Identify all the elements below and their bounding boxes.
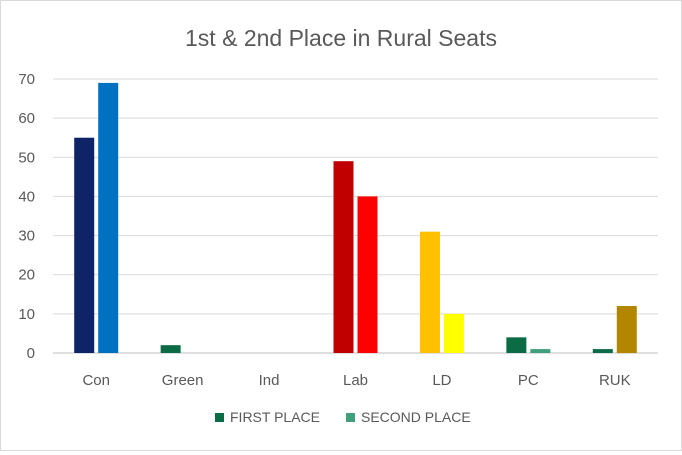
x-axis-ticks: Con Green Ind Lab LD PC RUK: [82, 372, 630, 389]
bar-second-ruk: [616, 306, 637, 353]
y-tick-label: 50: [18, 149, 35, 166]
gridlines: [53, 78, 658, 354]
x-tick-label: Ind: [259, 372, 280, 389]
x-tick-label: PC: [518, 372, 539, 389]
legend-label: FIRST PLACE: [230, 409, 320, 425]
bar-first-pc: [506, 337, 527, 353]
y-tick-label: 40: [18, 188, 35, 205]
bar-first-con: [74, 137, 95, 353]
legend: FIRST PLACE SECOND PLACE: [215, 409, 471, 425]
bar-first-ld: [419, 231, 440, 353]
y-tick-label: 70: [18, 71, 35, 88]
bar-second-pc: [530, 349, 551, 353]
legend-label: SECOND PLACE: [361, 409, 471, 425]
legend-swatch: [346, 413, 355, 422]
legend-swatch: [215, 413, 224, 422]
bar-first-lab: [333, 161, 354, 353]
chart-title: 1st & 2nd Place in Rural Seats: [185, 25, 497, 51]
x-tick-label: Con: [82, 372, 110, 389]
bar-second-lab: [357, 196, 378, 353]
x-tick-label: Green: [162, 372, 204, 389]
bar-first-green: [160, 345, 181, 353]
y-tick-label: 10: [18, 306, 35, 323]
bars: [74, 82, 637, 354]
y-tick-label: 20: [18, 267, 35, 284]
bar-first-ruk: [592, 349, 613, 353]
y-axis-ticks: 0 10 20 30 40 50 60 70: [18, 71, 35, 362]
y-tick-label: 30: [18, 228, 35, 245]
bar-second-ld: [443, 313, 464, 353]
y-tick-label: 60: [18, 110, 35, 127]
x-tick-label: RUK: [599, 372, 631, 389]
x-tick-label: Lab: [343, 372, 368, 389]
y-tick-label: 0: [27, 345, 35, 362]
x-tick-label: LD: [432, 372, 451, 389]
bar-second-con: [98, 82, 119, 354]
